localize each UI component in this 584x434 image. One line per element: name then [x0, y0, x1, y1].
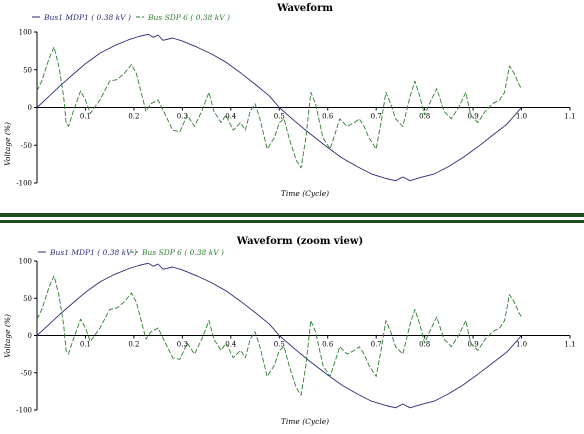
y-tick-label: 50 [23, 66, 32, 74]
legend-label-1: Bus SDP 6 ( 0.38 kV ) [141, 248, 224, 257]
tick-labels: 0.1 0.2 0.3 0.4 0.5 0.6 0.7 0.8 0.9 1.0 1.1 100 50 0 -… [16, 258, 575, 415]
x-tick-label: 0.1 [80, 113, 91, 121]
x-tick-label: 0.3 [177, 113, 188, 121]
series-line-1 [36, 46, 522, 169]
legend: Bus1 MDP1 ( 0.38 kV ) Bus SDP 6 ( 0.38 k… [38, 248, 224, 257]
waveform-zoom-chart: Waveform (zoom view) Bus1 MDP1 ( 0.38 kV… [3, 236, 576, 426]
y-axis-label: Voltage (%) [3, 122, 12, 166]
x-tick-label: 0.6 [322, 113, 334, 121]
x-tick-label: 0.7 [371, 113, 382, 121]
x-tick-label: 1.1 [564, 341, 575, 349]
x-axis-label: Time (Cycle) [281, 417, 329, 426]
waveform-chart: Waveform Bus1 MDP1 ( 0.38 kV ) Bus SDP 6… [3, 3, 576, 198]
y-tick-label: 0 [28, 332, 32, 340]
x-axis-label: Time (Cycle) [281, 189, 329, 198]
x-tick-label: 0.4 [225, 341, 237, 349]
x-tick-label: 1.0 [516, 341, 527, 349]
separator-line [0, 220, 584, 223]
y-tick-label: 100 [19, 258, 32, 266]
y-tick-label: 50 [23, 295, 32, 303]
y-tick-label: -100 [16, 180, 32, 188]
x-tick-label: 0.3 [177, 341, 188, 349]
chart-title: Waveform (zoom view) [236, 236, 363, 247]
y-tick-label: -100 [16, 407, 32, 415]
series-lines [36, 33, 522, 182]
legend-label-1: Bus SDP 6 ( 0.38 kV ) [147, 13, 230, 22]
x-tick-label: 0.5 [274, 341, 285, 349]
legend-label-0: Bus1 MDP1 ( 0.38 kV ) [49, 248, 137, 257]
y-tick-label: -50 [21, 369, 32, 377]
x-tick-label: 0.4 [225, 113, 237, 121]
x-tick-label: 0.2 [128, 113, 139, 121]
y-axis-label: Voltage (%) [3, 314, 12, 358]
x-tick-label: 0.6 [322, 341, 334, 349]
series-line-0 [36, 262, 522, 409]
legend: Bus1 MDP1 ( 0.38 kV ) Bus SDP 6 ( 0.38 k… [32, 13, 230, 22]
axes [36, 261, 570, 410]
x-tick-label: 0.5 [274, 113, 285, 121]
x-tick-label: 1.1 [564, 113, 575, 121]
x-tick-label: 0.8 [419, 113, 430, 121]
y-tick-label: 0 [28, 104, 32, 112]
x-tick-label: 0.8 [419, 341, 430, 349]
tick-labels: 0.1 0.2 0.3 0.4 0.5 0.6 0.7 0.8 0.9 1.0 1.1 100 50 0 -… [16, 29, 575, 188]
legend-label-0: Bus1 MDP1 ( 0.38 kV ) [43, 13, 131, 22]
x-tick-label: 0.1 [80, 341, 91, 349]
x-tick-label: 0.7 [371, 341, 382, 349]
x-tick-label: 0.9 [468, 341, 479, 349]
series-lines [36, 262, 522, 409]
y-tick-label: -50 [21, 142, 32, 150]
x-tick-label: 0.9 [468, 113, 479, 121]
series-line-0 [36, 33, 522, 182]
axes [36, 32, 570, 183]
separator-line [0, 213, 584, 217]
chart-title: Waveform [276, 3, 333, 14]
y-tick-label: 100 [19, 29, 32, 37]
x-tick-label: 0.2 [128, 341, 139, 349]
x-tick-label: 1.0 [516, 113, 527, 121]
